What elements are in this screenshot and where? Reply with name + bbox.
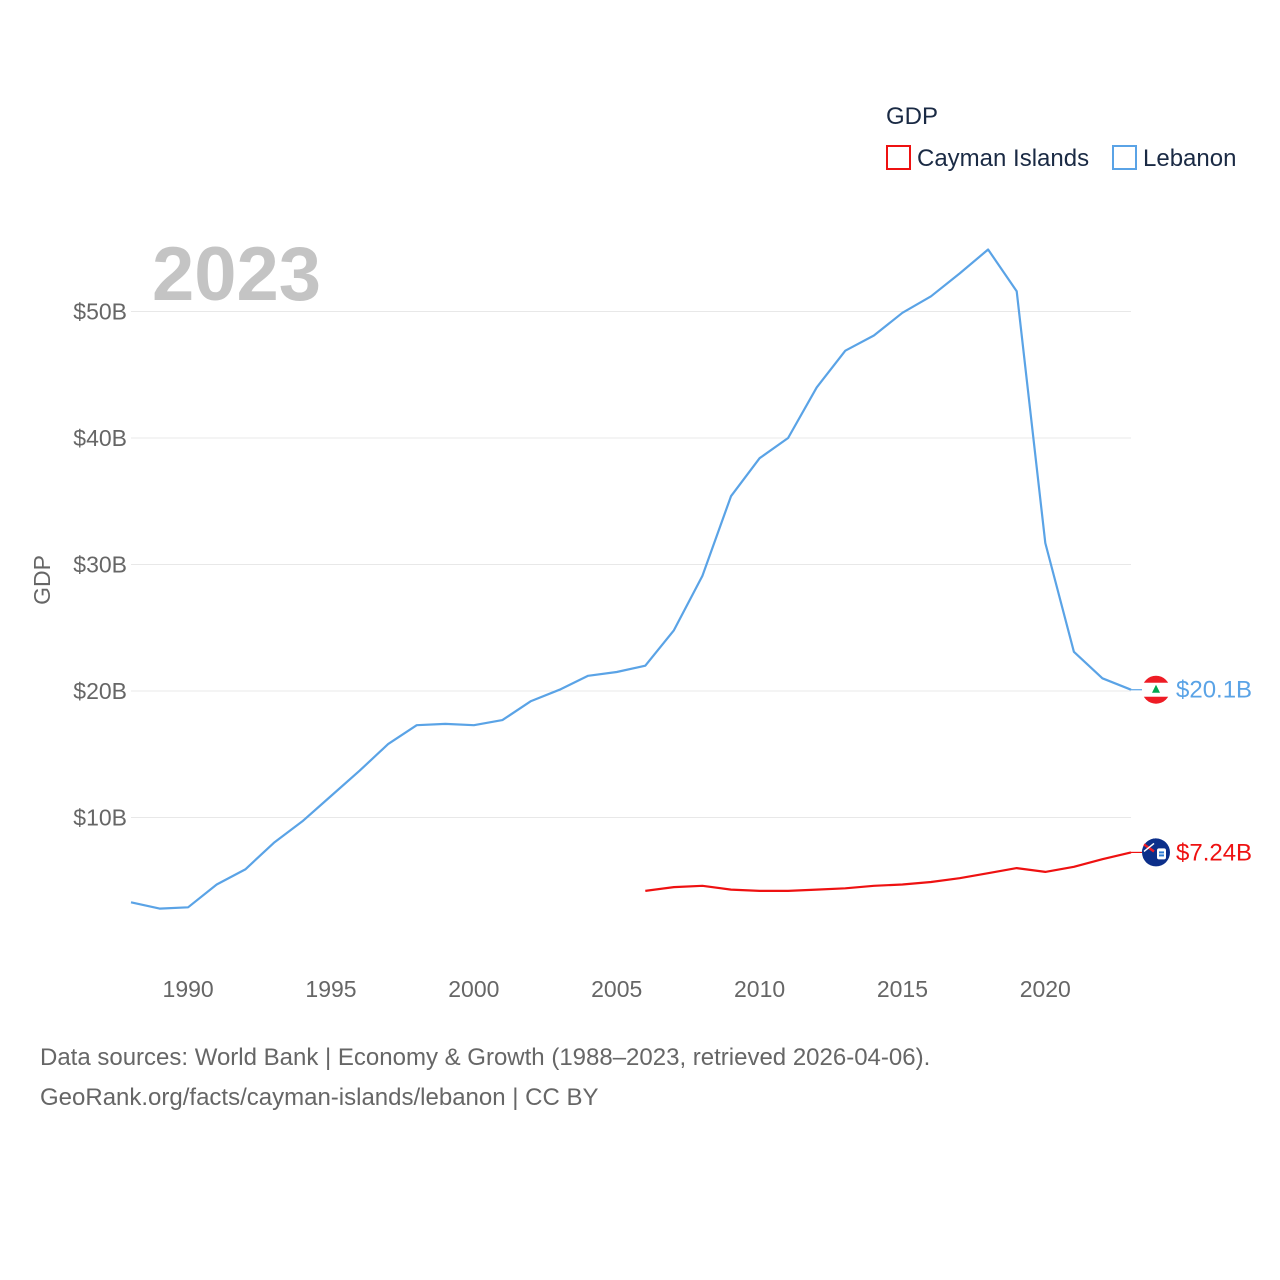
footer-sources: Data sources: World Bank | Economy & Gro… [40,1044,931,1071]
legend-swatch-cayman-islands [886,145,911,170]
end-label-lebanon: $20.1B [1176,677,1252,704]
series-lines [130,248,1132,910]
y-tick-label: $50B [73,299,127,325]
x-tick-label: 1995 [305,976,356,1002]
end-labels: $7.24B $20.1B [1131,675,1252,867]
lebanon-flag-icon [1142,675,1170,704]
x-tick-label: 2010 [734,976,785,1002]
legend-item-cayman-islands[interactable]: Cayman Islands [886,145,1089,172]
end-label-cayman-islands: $7.24B [1176,839,1252,866]
y-tick-label: $10B [73,805,127,831]
gdp-line-chart: 2023 $10B $20B $30B $40B $50B 1990 1995 2000 20… [29,103,1252,1002]
y-axis-ticks: $10B $20B $30B $40B $50B [73,299,127,831]
y-tick-label: $30B [73,552,127,578]
legend: GDP Cayman Islands Lebanon [886,103,1236,172]
legend-item-lebanon[interactable]: Lebanon [1112,145,1236,172]
x-tick-label: 1990 [163,976,214,1002]
year-watermark: 2023 [152,232,321,317]
x-tick-label: 2015 [877,976,928,1002]
x-axis-ticks: 1990 1995 2000 2005 2010 2015 2020 [163,976,1071,1002]
footer-attribution: GeoRank.org/facts/cayman-islands/lebanon… [40,1084,599,1111]
legend-label-lebanon: Lebanon [1143,145,1236,172]
legend-title: GDP [886,103,938,130]
legend-swatch-lebanon [1112,145,1137,170]
y-tick-label: $20B [73,678,127,704]
y-tick-label: $40B [73,425,127,451]
gridlines [131,311,1131,818]
x-tick-label: 2005 [591,976,642,1002]
x-tick-label: 2000 [448,976,499,1002]
series-line-lebanon [130,248,1132,910]
series-line-cayman-islands [645,851,1132,893]
legend-label-cayman-islands: Cayman Islands [917,145,1089,172]
y-axis-label: GDP [29,555,55,605]
cayman-islands-flag-icon [1142,838,1170,867]
x-tick-label: 2020 [1020,976,1071,1002]
